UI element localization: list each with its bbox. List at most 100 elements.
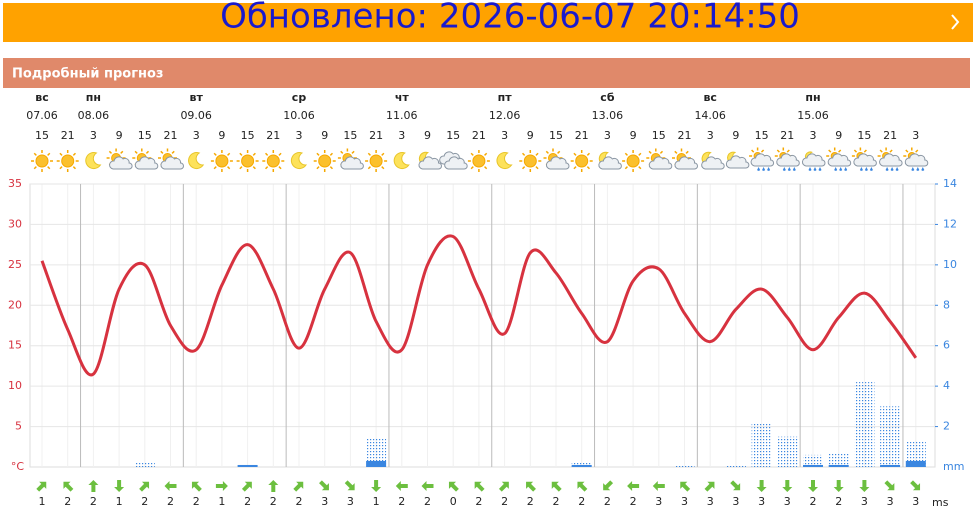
sun-ray	[484, 166, 488, 170]
sun-ray	[760, 149, 765, 153]
hour: 3	[193, 129, 200, 142]
sun-ray	[863, 149, 867, 153]
wind-arrow	[652, 481, 665, 491]
wind-speed: 2	[398, 495, 405, 508]
weather-icon	[701, 151, 725, 170]
weather-icon	[236, 150, 259, 172]
precip-bar	[828, 464, 849, 467]
sun-ray	[120, 150, 124, 154]
sun-ray	[470, 152, 474, 156]
date: 11.06	[386, 109, 418, 122]
sun-ray	[905, 149, 909, 153]
wind-speed: 2	[296, 495, 303, 508]
precip-bar	[571, 464, 592, 467]
y2-tick-label: 4	[943, 379, 950, 392]
y2-tick-label: 6	[943, 339, 950, 352]
rain-drop	[813, 167, 817, 171]
wind-speed: 2	[835, 495, 842, 508]
sun-ray	[72, 166, 77, 170]
weather-icon	[543, 148, 570, 170]
hour: 9	[218, 129, 225, 142]
weather-icon	[188, 152, 205, 169]
wind-arrow	[627, 481, 640, 491]
weather-icon	[519, 150, 542, 172]
sun-ray	[535, 152, 539, 156]
plot-frame	[29, 183, 936, 468]
rain-drop	[916, 167, 920, 171]
weather-icon	[496, 152, 513, 169]
cloud	[904, 153, 929, 167]
sun-ray	[160, 150, 164, 154]
weekday: пн	[86, 91, 101, 104]
banner-chevron[interactable]	[951, 14, 960, 30]
cloud	[853, 153, 877, 167]
y2-tick-label: 14	[943, 177, 957, 190]
sun-ray	[145, 150, 150, 154]
wind-arrow	[319, 480, 329, 491]
sun-ray	[484, 152, 488, 156]
wind-arrow	[680, 481, 691, 492]
precip-range-bar	[134, 462, 155, 467]
moon	[393, 152, 410, 169]
sun-ray	[227, 166, 231, 170]
wind-arrow	[344, 480, 355, 491]
hour: 3	[604, 129, 611, 142]
update-time: Обновлено: 2026-06-07 20:14:50	[220, 0, 800, 37]
wind-arrow	[293, 481, 304, 492]
wind-arrow	[551, 481, 562, 492]
rain-drop	[818, 167, 822, 171]
banner-bar[interactable]	[3, 3, 973, 42]
date: 13.06	[592, 109, 624, 122]
hour: 21	[678, 129, 692, 142]
sun-ray	[329, 152, 334, 156]
hour: 3	[912, 129, 919, 142]
wind-unit: ms	[932, 496, 949, 508]
sun	[369, 154, 383, 168]
date: 14.06	[694, 109, 726, 122]
sun-ray	[316, 166, 320, 170]
precip-bar	[366, 460, 387, 467]
wind-arrow	[884, 480, 895, 491]
wind-arrow	[782, 480, 793, 492]
y-tick-label: 35	[8, 177, 22, 190]
wind-arrow	[139, 481, 150, 492]
wind-speed: 3	[321, 495, 328, 508]
rain-drop	[864, 167, 868, 171]
rain-drop	[808, 167, 812, 171]
hour: 15	[857, 129, 871, 142]
sun-ray	[659, 150, 664, 154]
wind-speed: 2	[270, 495, 277, 508]
weekday: ср	[292, 91, 307, 104]
wind-speed: 0	[450, 495, 457, 508]
hour: 3	[810, 129, 817, 142]
wind-speed: 2	[424, 495, 431, 508]
cloud	[802, 153, 826, 167]
sun-ray	[586, 166, 591, 170]
sun-ray	[776, 149, 780, 153]
weather-icon	[85, 152, 102, 169]
rain-drop	[890, 167, 894, 171]
weather-icon	[672, 148, 698, 170]
sun-ray	[351, 150, 355, 154]
sun-ray	[59, 152, 63, 156]
y2-tick-label: 8	[943, 298, 950, 311]
rain-drop	[911, 167, 915, 171]
weather-icon	[749, 147, 775, 171]
wind-arrow	[730, 480, 741, 491]
y-tick-label: 30	[8, 217, 22, 230]
weather-icon	[826, 147, 852, 171]
weekday: сб	[600, 91, 615, 104]
wind-speed: 3	[347, 495, 354, 508]
sun-ray	[329, 166, 334, 170]
sun-ray	[638, 166, 642, 170]
precip-range-bar	[880, 406, 901, 467]
cloud	[750, 153, 775, 167]
sun-ray	[134, 150, 138, 154]
date: 07.06	[26, 109, 58, 122]
wind-arrow	[756, 480, 767, 492]
sun-ray	[367, 166, 371, 170]
moon	[496, 152, 513, 169]
weather-icon	[439, 151, 468, 170]
wind-arrow	[164, 481, 177, 491]
sun-ray	[624, 152, 628, 156]
